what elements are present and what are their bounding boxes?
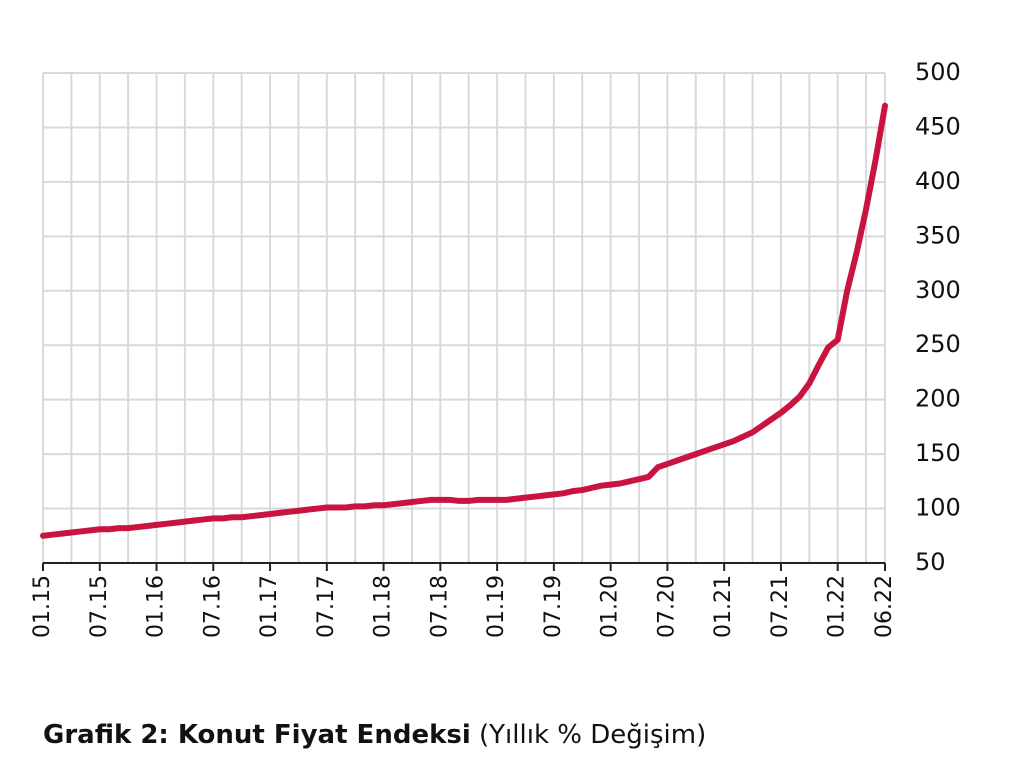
y-tick-label: 250 bbox=[915, 330, 961, 358]
x-tick-label: 07.15 bbox=[87, 575, 112, 638]
y-tick-label: 50 bbox=[915, 548, 946, 576]
y-tick-label: 300 bbox=[915, 276, 961, 304]
y-tick-label: 100 bbox=[915, 494, 961, 522]
chart-title: Grafik 2: Konut Fiyat Endeksi bbox=[43, 720, 471, 750]
x-tick-label: 07.19 bbox=[541, 575, 566, 638]
x-tick-label: 01.21 bbox=[711, 575, 736, 638]
x-tick-label: 01.20 bbox=[598, 575, 623, 638]
y-tick-label: 500 bbox=[915, 58, 961, 86]
x-tick-label: 01.18 bbox=[371, 575, 396, 638]
y-tick-label: 450 bbox=[915, 112, 961, 140]
x-tick-label: 01.15 bbox=[30, 575, 55, 638]
y-tick-label: 400 bbox=[915, 167, 961, 195]
x-tick-label: 07.17 bbox=[314, 575, 339, 638]
x-tick-label: 07.16 bbox=[200, 575, 225, 638]
x-tick-label: 01.19 bbox=[484, 575, 509, 638]
x-tick-label: 01.22 bbox=[825, 575, 850, 638]
x-tick-label: 01.16 bbox=[144, 575, 169, 638]
x-tick-label: 06.22 bbox=[872, 575, 897, 638]
chart-subtitle: (Yıllık % Değişim) bbox=[479, 720, 706, 750]
y-tick-label: 350 bbox=[915, 221, 961, 249]
y-tick-label: 150 bbox=[915, 439, 961, 467]
caption: Grafik 2: Konut Fiyat Endeksi (Yıllık % … bbox=[43, 720, 706, 750]
x-tick-label: 01.17 bbox=[257, 575, 282, 638]
x-tick-label: 07.18 bbox=[427, 575, 452, 638]
line-series bbox=[40, 102, 888, 539]
x-tick-label: 07.20 bbox=[654, 575, 679, 638]
y-tick-label: 200 bbox=[915, 385, 961, 413]
x-tick-label: 07.21 bbox=[768, 575, 793, 638]
